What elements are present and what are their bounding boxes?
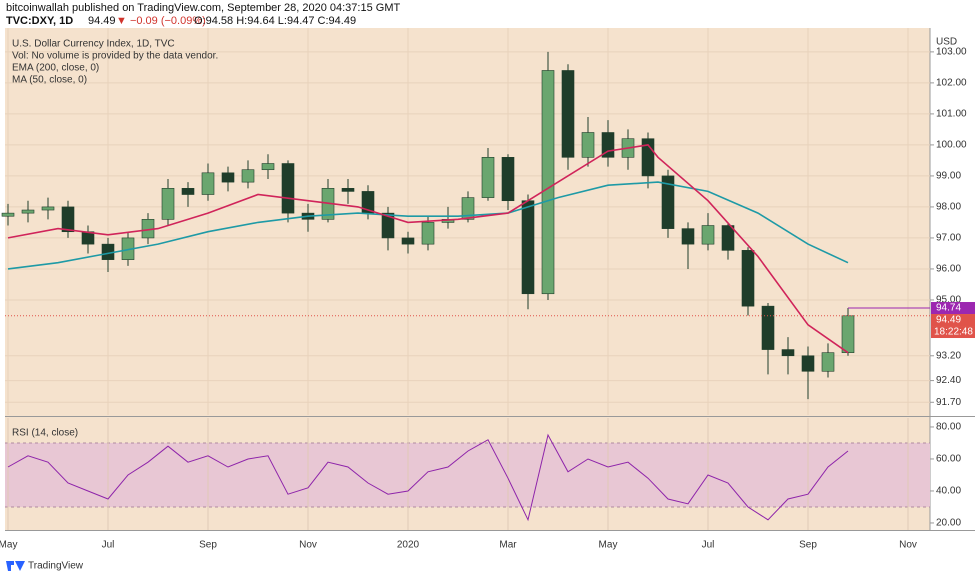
candle-body	[461, 197, 475, 220]
candle-body	[41, 206, 55, 211]
indicator-line	[7, 144, 849, 354]
candle-body	[761, 305, 775, 350]
y-tick-label: 96.00	[936, 264, 961, 275]
y-tick-label: 103.00	[936, 47, 967, 58]
price-label-box	[931, 314, 975, 327]
chart-title: U.S. Dollar Currency Index, 1D, TVC	[12, 39, 175, 50]
candle-body	[521, 200, 535, 295]
y-tick-label: 99.00	[936, 171, 961, 182]
candle-body	[161, 188, 175, 220]
plots: 103.00 102.00 101.00 100.00 99.00 98.00 97.00 9…	[0, 28, 975, 551]
x-tick-label: May	[0, 540, 17, 551]
candle-body	[341, 188, 355, 192]
candle-body	[801, 355, 815, 372]
countdown-box	[931, 326, 975, 339]
candle-body	[501, 157, 515, 202]
candle-body	[561, 70, 575, 158]
x-tick-label: Nov	[899, 540, 917, 551]
chart-subtitle: Vol: No volume is provided by the data v…	[12, 51, 218, 62]
last-price: 94.49	[88, 15, 116, 27]
y-tick-label: 101.00	[936, 109, 967, 120]
y-tick-label: 91.70	[936, 397, 961, 408]
candle-body	[421, 222, 435, 245]
candle-body	[61, 206, 75, 233]
candle-body	[721, 225, 735, 251]
candle-body	[1, 212, 15, 217]
y-tick-label: 20.00	[936, 518, 961, 529]
symbol: TVC:DXY, 1D	[6, 15, 73, 27]
x-tick-label: Sep	[199, 540, 217, 551]
candle-body	[661, 175, 675, 229]
candle-body	[201, 172, 215, 195]
chart-title: RSI (14, close)	[12, 428, 78, 439]
y-axis-label: USD	[936, 37, 957, 48]
legend-entry: MA (50, close, 0)	[12, 75, 87, 86]
candle-body	[401, 237, 415, 245]
candle-body	[281, 163, 295, 214]
candle-body	[741, 250, 755, 307]
x-tick-label: Jul	[102, 540, 115, 551]
rsi-line	[7, 433, 849, 522]
x-tick-label: May	[599, 540, 618, 551]
price-label-box	[931, 302, 975, 315]
indicator-line	[7, 181, 849, 270]
x-tick-label: 2020	[397, 540, 420, 551]
legend-entry: EMA (200, close, 0)	[12, 63, 99, 74]
candle-body	[381, 212, 395, 239]
y-tick-label: 92.40	[936, 375, 961, 386]
x-tick-label: Nov	[299, 540, 317, 551]
y-tick-label: 80.00	[936, 422, 961, 433]
y-tick-label: 98.00	[936, 202, 961, 213]
countdown: 18:22:48	[934, 327, 973, 338]
brand: TradingView	[28, 561, 84, 572]
candle-body	[261, 163, 275, 171]
y-tick-label: 100.00	[936, 140, 967, 151]
candle-body	[541, 70, 555, 295]
x-tick-label: Jul	[702, 540, 715, 551]
candle-body	[221, 172, 235, 183]
ohlc: O:94.58 H:94.64 L:94.47 C:94.49	[194, 15, 356, 27]
candle-body	[821, 352, 835, 372]
candle-body	[481, 157, 495, 198]
x-tick-label: Mar	[499, 540, 517, 551]
publisher: bitcoinwallah published on TradingView.c…	[6, 2, 400, 14]
price-label: 94.74	[936, 303, 961, 314]
candle-body	[241, 169, 255, 183]
price-label: 94.49	[936, 315, 961, 326]
change: ▼ −0.09 (−0.09%)	[116, 15, 206, 27]
y-tick-label: 95.00	[936, 295, 961, 306]
rsi-band	[5, 442, 930, 507]
brand-logo	[6, 561, 25, 571]
y-tick-label: 97.00	[936, 233, 961, 244]
candle-body	[781, 349, 795, 357]
x-tick-label: Sep	[799, 540, 817, 551]
y-tick-label: 40.00	[936, 486, 961, 497]
candle-body	[581, 132, 595, 158]
y-tick-label: 93.20	[936, 350, 961, 361]
y-tick-label: 102.00	[936, 78, 967, 89]
candle-body	[841, 315, 855, 353]
y-tick-label: 60.00	[936, 454, 961, 465]
candle-body	[181, 188, 195, 195]
candle-body	[681, 228, 695, 245]
candle-body	[701, 225, 715, 245]
candle-body	[21, 209, 35, 214]
